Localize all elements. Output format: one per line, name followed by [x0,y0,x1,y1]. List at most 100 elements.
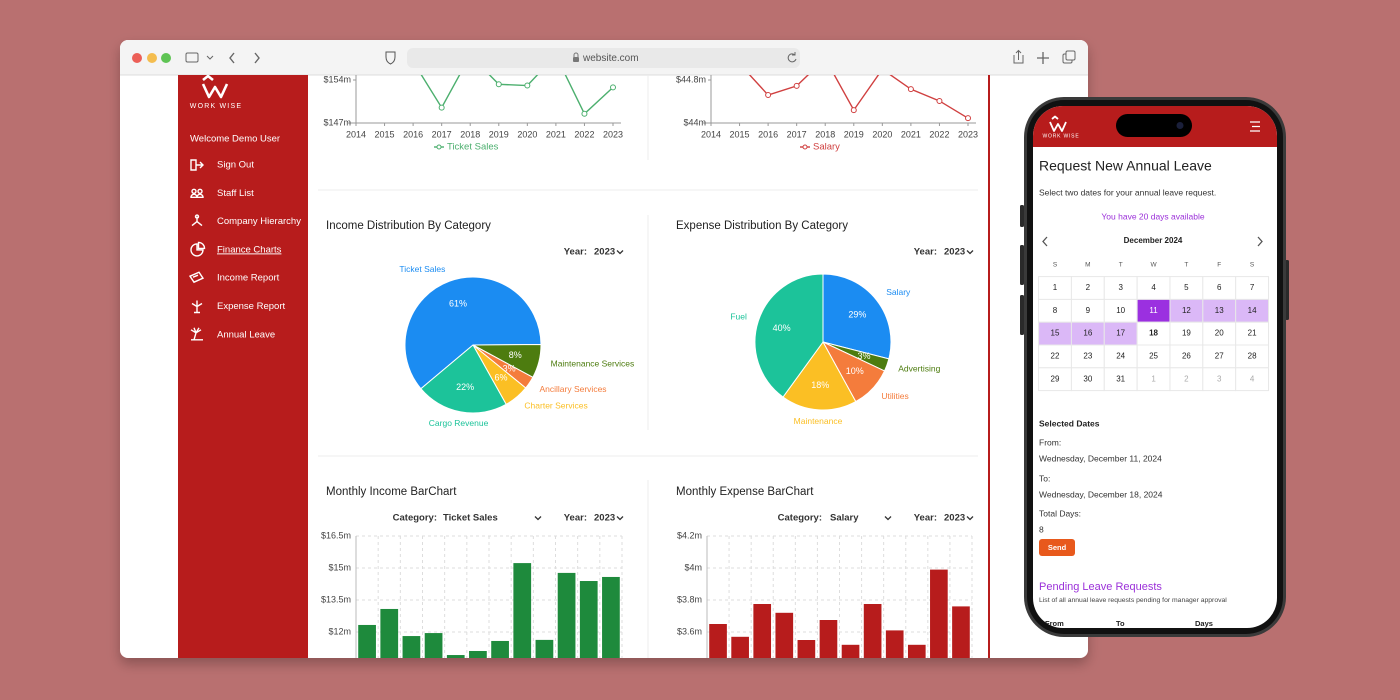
weekday: M [1085,262,1090,269]
reload-button[interactable] [787,52,797,63]
calendar-day-number[interactable]: 1 [1151,374,1156,383]
chart-title: Monthly Expense BarChart [676,486,814,498]
calendar-day-number[interactable]: 9 [1086,306,1091,315]
new-tab-button[interactable] [1037,52,1049,64]
calendar-day-number[interactable]: 29 [1051,374,1060,383]
calendar-day[interactable] [1235,367,1270,392]
menu-item[interactable]: Expense Report [217,301,285,312]
calendar-day-number[interactable]: 1 [1053,283,1058,292]
browser-window: website.com [120,40,1088,658]
back-button[interactable] [229,52,235,64]
calendar-day-number[interactable]: 27 [1215,352,1224,361]
weekday: F [1217,262,1221,269]
bar [841,644,860,658]
calendar-day-number[interactable]: 21 [1248,329,1257,338]
filter-value[interactable]: 2023 [944,247,965,258]
menu-item[interactable]: Finance Charts [217,244,282,255]
filter-chevron[interactable] [966,516,974,521]
calendar-day-number[interactable]: 3 [1217,374,1222,383]
menu-item[interactable]: Staff List [217,188,254,199]
prev-month[interactable] [1042,236,1048,247]
calendar-day-number[interactable]: 10 [1116,306,1125,315]
menu-button[interactable] [1250,121,1260,132]
legend-label: Salary [813,142,840,153]
calendar-day-number[interactable]: 30 [1083,374,1092,383]
calendar-day-number[interactable]: 26 [1182,352,1191,361]
calendar-day-number[interactable]: 3 [1118,283,1123,292]
send-label[interactable]: Send [1048,543,1067,552]
calendar-day-number[interactable]: 31 [1116,374,1125,383]
bar [557,572,576,658]
menu-icon [190,159,204,171]
calendar-day-number[interactable]: 18 [1149,329,1158,338]
next-month[interactable] [1257,236,1263,247]
calendar-day-number[interactable]: 8 [1053,306,1058,315]
line-point [495,81,502,88]
bar [819,620,838,658]
pending-title: Pending Leave Requests [1039,581,1162,593]
bar [535,639,554,658]
bar [731,636,749,658]
calendar-day-number[interactable]: 12 [1182,306,1191,315]
calendar-day-number[interactable]: 17 [1116,329,1125,338]
bar [469,650,487,658]
window-frame [120,40,1088,658]
calendar-day-number[interactable]: 20 [1215,329,1224,338]
filter-value[interactable]: 2023 [594,247,615,258]
line-point [793,82,800,89]
send-button[interactable] [1039,539,1075,556]
filter-chevron[interactable] [534,516,542,521]
menu-item[interactable]: Company Hierarchy [217,216,301,227]
menu-item[interactable]: Sign Out [217,160,254,171]
filter-value[interactable]: Salary [830,513,859,524]
calendar-day-number[interactable]: 25 [1149,352,1158,361]
calendar-day-number[interactable]: 16 [1083,329,1092,338]
sidebar-menu-chevron[interactable] [206,55,214,60]
filter-chevron[interactable] [616,516,624,521]
calendar-day-number[interactable]: 2 [1086,283,1091,292]
calendar-day-number[interactable]: 15 [1051,329,1060,338]
filter-value[interactable]: Ticket Sales [443,513,498,524]
close-button[interactable] [132,53,142,63]
filter-value[interactable]: 2023 [594,513,615,524]
x-tick-label: 2022 [929,129,949,139]
filter-label: Category: [393,513,437,524]
calendar-day-number[interactable]: 23 [1083,352,1092,361]
filter-value[interactable]: 2023 [944,513,965,524]
url[interactable]: website.com [582,53,639,64]
line-point [850,107,857,114]
calendar-day-number[interactable]: 4 [1151,283,1156,292]
privacy-icon[interactable] [385,51,396,65]
calendar-day-number[interactable]: 24 [1116,352,1125,361]
sidebar-toggle[interactable] [185,52,199,63]
calendar-day-number[interactable]: 13 [1215,306,1224,315]
zoom-button[interactable] [161,53,171,63]
bar [579,581,598,658]
minimize-button[interactable] [147,53,157,63]
filter-chevron[interactable] [966,250,974,255]
address-bar[interactable] [407,48,800,68]
calendar-day-number[interactable]: 7 [1250,283,1255,292]
slice-label: 3% [857,351,870,361]
calendar-day-number[interactable]: 6 [1217,283,1222,292]
line-point [936,97,943,104]
menu-item[interactable]: Income Report [217,273,280,284]
filter-label: Year: [564,247,587,258]
share-button[interactable] [1013,49,1024,64]
filter-chevron[interactable] [616,250,624,255]
pie-slice [822,273,892,360]
calendar-day-number[interactable]: 5 [1184,283,1189,292]
filter-chevron[interactable] [884,516,892,521]
calendar-day-number[interactable]: 2 [1184,374,1189,383]
calendar-day-number[interactable]: 19 [1182,329,1191,338]
calendar-day-number[interactable]: 4 [1250,374,1255,383]
calendar-day-number[interactable]: 22 [1051,352,1060,361]
tabs-button-back [1065,50,1076,61]
calendar-day-number[interactable]: 11 [1149,306,1158,315]
calendar-day-number[interactable]: 28 [1248,352,1257,361]
pie-slice [782,341,857,411]
menu-item[interactable]: Annual Leave [217,329,275,340]
forward-button[interactable] [254,52,260,64]
calendar-day-number[interactable]: 14 [1248,306,1257,315]
filter-label: Year: [914,247,937,258]
